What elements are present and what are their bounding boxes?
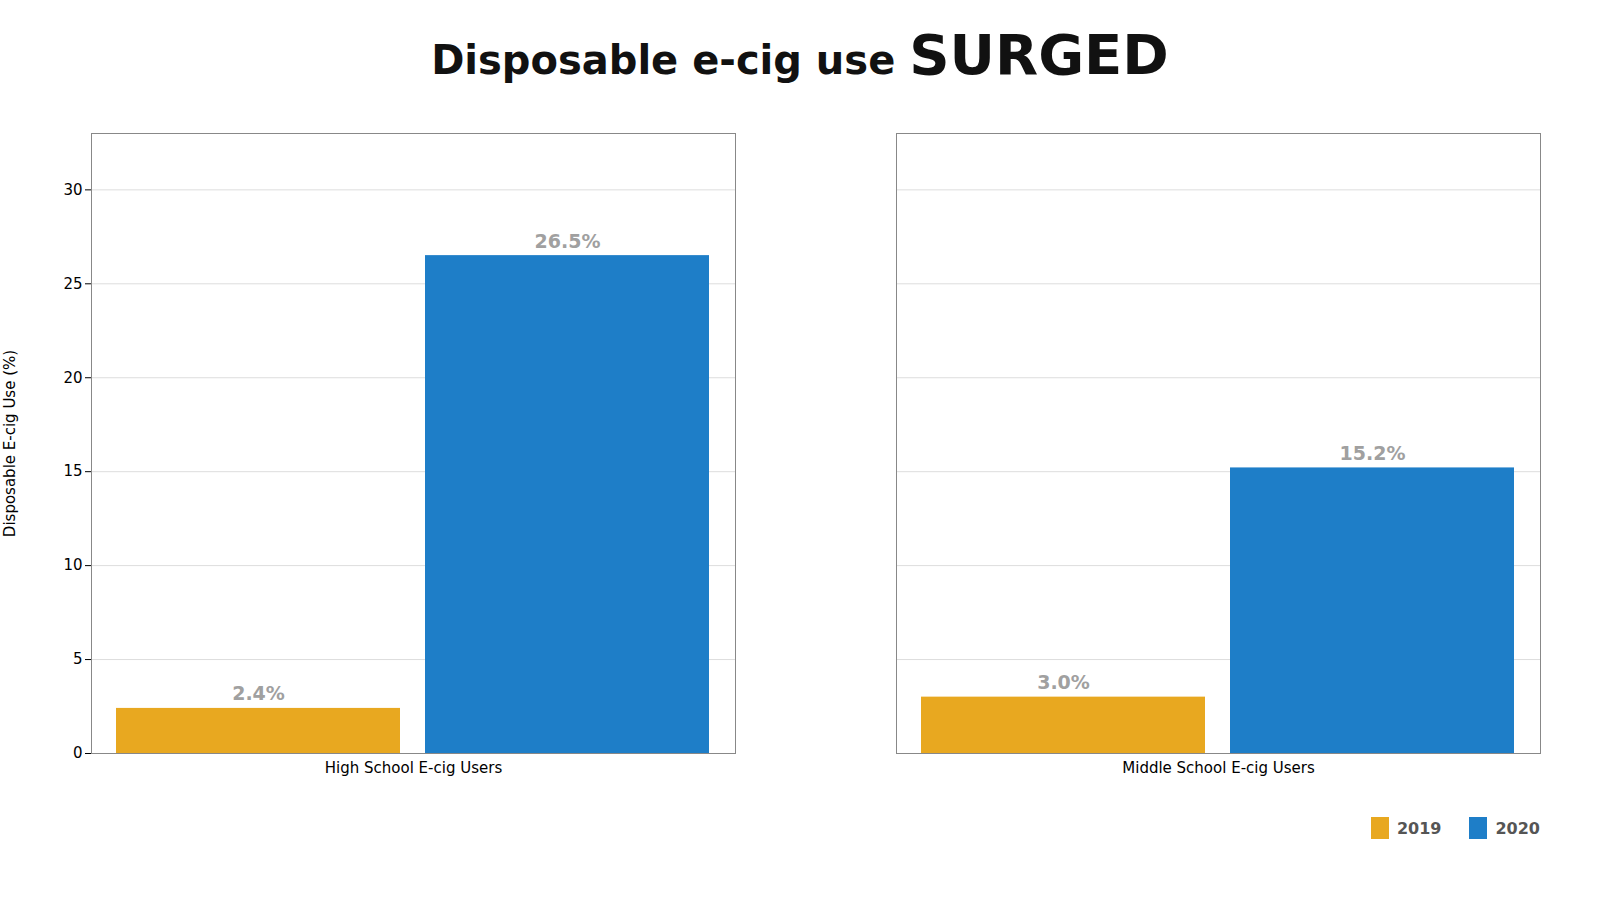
svg-text:High School E-cig Users: High School E-cig Users (325, 759, 503, 777)
svg-text:3.0%: 3.0% (1037, 671, 1090, 693)
svg-text:10: 10 (63, 556, 82, 574)
html-text:2020: 2020 (1495, 818, 1540, 838)
svg-text:26.5%: 26.5% (535, 230, 601, 252)
svg-text:15: 15 (63, 462, 82, 480)
html-text:Disposable e-cig useSURGED: Disposable e-cig useSURGED (431, 22, 1169, 87)
svg-text:0: 0 (73, 744, 83, 762)
svg-text:30: 30 (63, 181, 82, 199)
svg-text:15.2%: 15.2% (1340, 442, 1406, 464)
svg-text:2.4%: 2.4% (232, 682, 285, 704)
svg-text:Middle School E-cig Users: Middle School E-cig Users (1122, 759, 1315, 777)
svg-text:Disposable E-cig Use (%): Disposable E-cig Use (%) (1, 350, 19, 537)
svg-text:25: 25 (63, 275, 82, 293)
html-text:2019: 2019 (1396, 818, 1442, 838)
svg-text:5: 5 (73, 650, 83, 668)
svg-text:20: 20 (63, 369, 82, 387)
